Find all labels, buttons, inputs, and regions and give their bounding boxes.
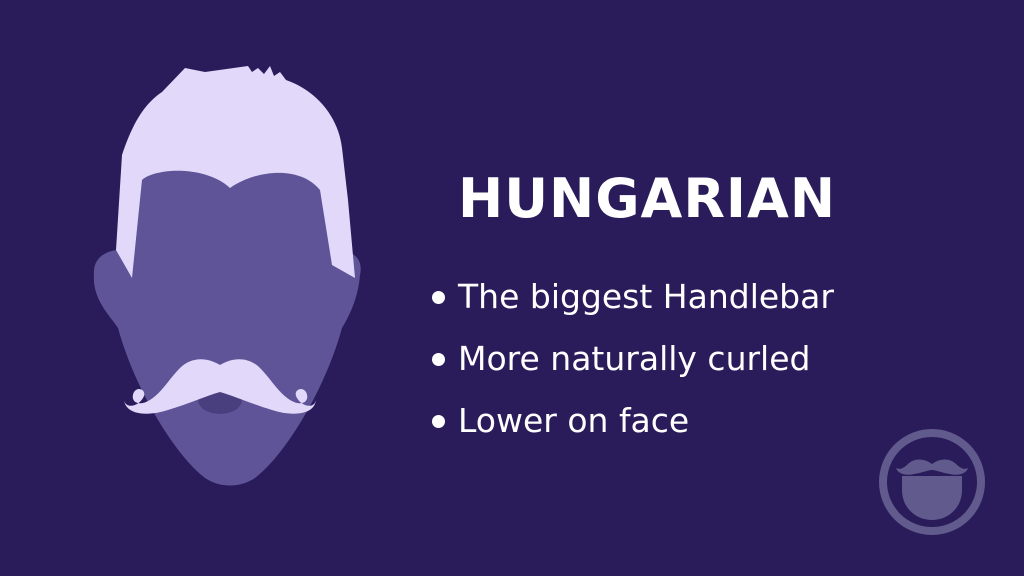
logo-beard <box>902 476 962 520</box>
logo-mustache <box>896 459 968 475</box>
bullet-text: The biggest Handlebar <box>458 277 834 316</box>
bullet-text: More naturally curled <box>458 339 811 378</box>
beard-mustache-logo-icon <box>879 429 985 535</box>
hair-shape <box>116 66 355 278</box>
bullet-dot-icon <box>432 352 445 366</box>
logo-ring <box>879 429 985 535</box>
face-with-handlebar-mustache-icon <box>93 66 361 486</box>
bullet-text: Lower on face <box>458 401 690 440</box>
slide-title: HUNGARIAN <box>458 167 837 230</box>
list-item: Lower on face <box>432 390 834 452</box>
bullet-dot-icon <box>432 414 445 428</box>
list-item: More naturally curled <box>432 328 834 390</box>
handlebar-mustache <box>124 359 316 414</box>
list-item: The biggest Handlebar <box>432 266 834 328</box>
bullet-dot-icon <box>432 290 445 304</box>
bullet-list: The biggest Handlebar More naturally cur… <box>432 266 834 452</box>
